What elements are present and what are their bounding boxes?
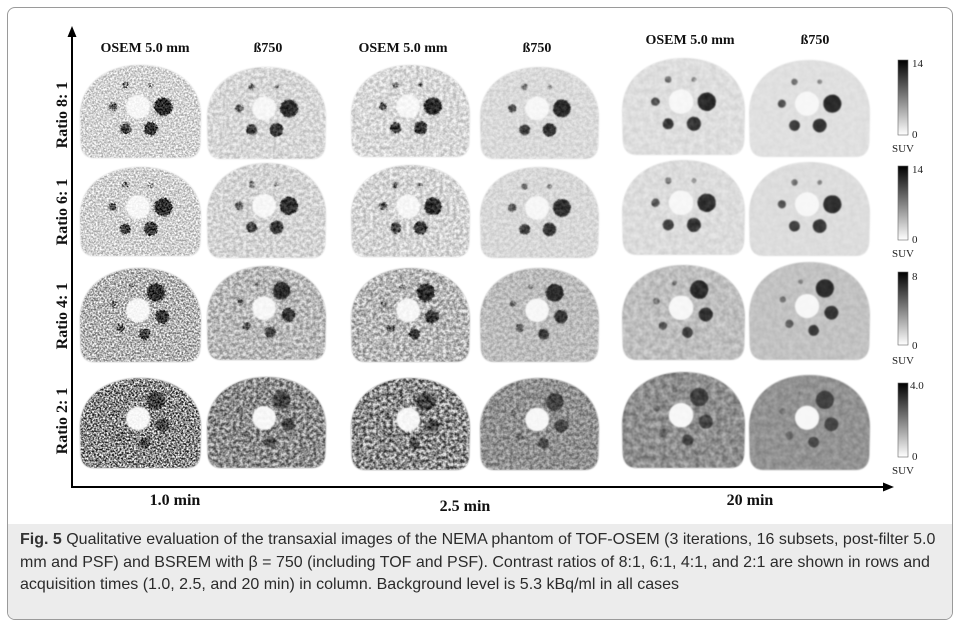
noise-texture xyxy=(749,162,870,256)
phantom-image xyxy=(80,65,201,158)
phantom-image xyxy=(351,165,470,257)
noise-texture xyxy=(480,167,599,258)
phantom-image xyxy=(749,262,870,360)
colorbar-max-label: 8 xyxy=(912,271,918,283)
noise-texture xyxy=(480,67,599,159)
noise-texture xyxy=(207,377,326,468)
colorbar-max-label: 14 xyxy=(912,164,924,176)
phantom-image xyxy=(351,378,470,470)
caption-label: Fig. 5 xyxy=(20,531,62,548)
phantom-image xyxy=(622,265,745,360)
phantom-image xyxy=(622,160,745,255)
phantom-image xyxy=(749,60,870,157)
phantom-image xyxy=(480,378,599,470)
colorbar-min-label: 0 xyxy=(912,340,918,352)
noise-texture xyxy=(480,378,599,470)
column-time-label: 1.0 min xyxy=(150,492,201,509)
noise-texture xyxy=(622,372,745,468)
noise-texture xyxy=(351,268,470,362)
phantom-image xyxy=(207,163,326,258)
phantom-image xyxy=(480,268,599,362)
noise-texture xyxy=(207,163,326,258)
phantom-grid xyxy=(80,58,870,470)
y-axis-arrow xyxy=(67,26,77,487)
colorbar-unit-label: SUV xyxy=(892,248,914,260)
row-label: Ratio 2: 1 xyxy=(54,388,71,455)
colorbar-min-label: 0 xyxy=(912,451,918,463)
noise-texture xyxy=(749,60,870,157)
column-header-method: ß750 xyxy=(801,33,830,48)
noise-texture xyxy=(351,378,470,470)
noise-texture xyxy=(207,266,326,360)
phantom-image xyxy=(207,266,326,360)
colorbar-unit-label: SUV xyxy=(892,355,914,367)
phantom-image xyxy=(749,162,870,256)
noise-texture xyxy=(749,262,870,360)
colorbar: 14 0 SUV xyxy=(892,164,924,260)
column-time-label: 2.5 min xyxy=(440,498,491,515)
caption-text: Qualitative evaluation of the transaxial… xyxy=(20,531,936,593)
x-axis-arrow xyxy=(71,482,894,492)
noise-texture xyxy=(622,160,745,255)
phantom-image xyxy=(622,372,745,468)
noise-texture xyxy=(207,67,326,159)
figure-caption: Fig. 5 Qualitative evaluation of the tra… xyxy=(8,524,952,619)
colorbar-max-label: 14 xyxy=(912,58,924,70)
noise-texture xyxy=(80,65,201,158)
phantom-image xyxy=(480,67,599,159)
phantom-image xyxy=(80,268,201,362)
phantom-image xyxy=(80,378,201,468)
noise-texture xyxy=(80,268,201,362)
colorbar: 8 0 SUV xyxy=(892,271,918,367)
noise-texture xyxy=(622,58,745,155)
noise-texture xyxy=(749,375,870,470)
noise-texture xyxy=(622,265,745,360)
column-header-method: OSEM 5.0 mm xyxy=(358,41,447,56)
noise-texture xyxy=(80,167,201,256)
noise-texture xyxy=(480,268,599,362)
colorbar-unit-label: SUV xyxy=(892,143,914,155)
phantom-image xyxy=(351,268,470,362)
colorbar-min-label: 0 xyxy=(912,234,918,246)
colorbar-min-label: 0 xyxy=(912,129,918,141)
phantom-image xyxy=(749,375,870,470)
phantom-image xyxy=(207,67,326,159)
column-time-label: 20 min xyxy=(727,492,774,509)
phantom-image xyxy=(80,167,201,256)
column-header-method: ß750 xyxy=(254,41,283,56)
colorbar-max-label: 4.0 xyxy=(910,380,924,392)
figure-panel: OSEM 5.0 mm ß750 OSEM 5.0 mm ß750 OSEM 5… xyxy=(54,26,924,515)
noise-texture xyxy=(80,378,201,468)
column-header-method: ß750 xyxy=(523,41,552,56)
noise-texture xyxy=(351,65,470,157)
row-label: Ratio 8: 1 xyxy=(54,82,71,149)
phantom-image xyxy=(622,58,745,155)
row-label: Ratio 6: 1 xyxy=(54,179,71,246)
phantom-image xyxy=(480,167,599,258)
colorbar: 4.0 0 SUV xyxy=(892,380,924,477)
phantom-image xyxy=(207,377,326,468)
column-header-method: OSEM 5.0 mm xyxy=(645,33,734,48)
colorbar-unit-label: SUV xyxy=(892,465,914,477)
row-label: Ratio 4: 1 xyxy=(54,283,71,350)
noise-texture xyxy=(351,165,470,257)
phantom-image xyxy=(351,65,470,157)
colorbar: 14 0 SUV xyxy=(892,58,924,155)
column-header-method: OSEM 5.0 mm xyxy=(100,41,189,56)
